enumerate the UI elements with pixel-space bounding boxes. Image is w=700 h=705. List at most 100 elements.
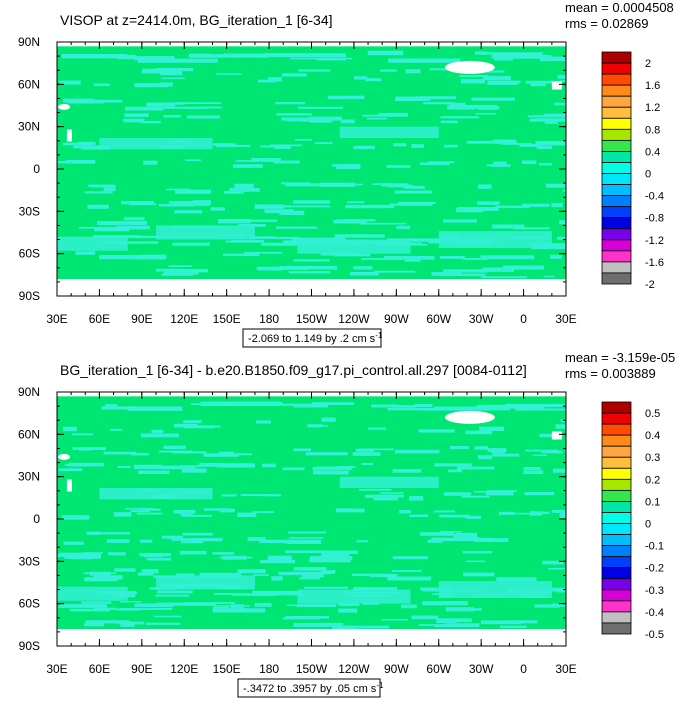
colorbar-swatch — [601, 545, 632, 558]
field-band — [276, 113, 312, 116]
field-band — [282, 73, 307, 77]
field-band — [312, 467, 339, 471]
field-band — [273, 160, 300, 164]
field-band — [359, 222, 407, 225]
field-band — [193, 200, 211, 205]
field-band — [431, 272, 462, 276]
field-band — [263, 205, 285, 207]
field-band — [333, 220, 367, 224]
x-tick-label: 180 — [259, 662, 279, 676]
field-band — [180, 513, 192, 516]
mask-greenland — [444, 410, 495, 424]
x-tick-label: 90W — [384, 312, 409, 326]
field-band — [124, 113, 149, 117]
colorbar-swatch — [601, 217, 632, 230]
field-band — [556, 236, 566, 240]
x-tick-label: 60E — [89, 662, 110, 676]
colorbar-swatch — [601, 534, 632, 547]
field-band — [108, 552, 126, 556]
field-band — [282, 467, 305, 471]
field-band — [411, 615, 439, 620]
field-band — [265, 53, 347, 57]
field-band — [247, 537, 266, 541]
x-tick-label: 120W — [338, 662, 370, 676]
field-band — [191, 538, 223, 542]
colorbar-swatch — [601, 51, 632, 64]
field-band — [313, 470, 349, 475]
colorbar-label: -0.4 — [645, 191, 664, 203]
field-band — [285, 616, 329, 619]
colorbar-label: 0.4 — [645, 430, 660, 442]
field-patch — [297, 589, 411, 604]
field-band — [420, 162, 450, 166]
field-band — [173, 509, 196, 514]
field-band — [543, 275, 555, 278]
colorbar-label: 0.4 — [645, 146, 660, 158]
field-band — [555, 424, 566, 429]
colorbar-swatch — [601, 95, 632, 108]
field-band — [293, 622, 344, 627]
field-band — [225, 144, 251, 147]
x-tick-label: 90E — [131, 662, 152, 676]
field-band — [450, 446, 469, 450]
colorbar-label: 1.2 — [645, 102, 660, 114]
field-band — [199, 462, 223, 467]
colorbar-swatch — [601, 173, 632, 185]
field-band — [401, 604, 417, 609]
contour-info: -2.069 to 1.149 by .2 cm s-1 — [242, 328, 383, 348]
colorbar-swatch — [601, 228, 632, 241]
field-band — [482, 267, 514, 272]
field-band — [139, 121, 161, 124]
contour-info-main: -.3472 to .3957 by .05 cm s — [243, 683, 377, 695]
field-band — [418, 429, 455, 433]
field-band — [559, 80, 566, 82]
field-band — [91, 185, 116, 188]
colorbar-label: -0.3 — [645, 585, 664, 597]
field-band — [103, 451, 137, 455]
field-band — [480, 620, 522, 625]
field-band — [183, 420, 202, 424]
field-band — [449, 102, 466, 106]
field-band — [486, 164, 511, 167]
field-band — [373, 496, 398, 501]
field-band — [232, 240, 265, 243]
field-band — [418, 624, 464, 626]
field-band — [480, 52, 544, 55]
field-band — [150, 83, 167, 86]
field-band — [216, 73, 242, 75]
y-tick-label: 60S — [19, 597, 40, 611]
field-band — [420, 532, 455, 536]
x-tick-label: 120W — [338, 312, 370, 326]
field-band — [180, 541, 204, 544]
field-band — [271, 576, 283, 581]
bottom-panel: BG_iteration_1 [6-34] - b.e20.B1850.f09_… — [18, 350, 675, 698]
field-band — [275, 102, 306, 105]
contour-info-text: -.3472 to .3957 by .05 cm s-1 — [243, 681, 384, 695]
field-band — [389, 203, 428, 206]
field-band — [58, 161, 88, 164]
field-band — [161, 535, 184, 539]
field-band — [427, 539, 443, 543]
field-band — [536, 145, 553, 150]
field-band — [439, 256, 465, 259]
y-tick-label: 30N — [18, 470, 40, 484]
field-band — [309, 558, 351, 563]
field-band — [123, 217, 145, 221]
field-band — [168, 265, 192, 267]
colorbar-swatch — [601, 106, 632, 119]
field-band — [500, 139, 517, 144]
field-band — [251, 236, 276, 239]
field-band — [78, 226, 129, 229]
field-band — [439, 514, 470, 518]
field-band — [423, 102, 455, 105]
field-band — [494, 57, 514, 61]
contour-info: -.3472 to .3957 by .05 cm s-1 — [237, 678, 384, 698]
field-band — [387, 576, 431, 581]
field-band — [174, 466, 195, 469]
field-band — [287, 265, 338, 270]
field-band — [332, 625, 357, 630]
field-band — [341, 183, 364, 186]
field-band — [393, 143, 407, 147]
field-band — [483, 75, 511, 81]
field-band — [218, 219, 251, 224]
